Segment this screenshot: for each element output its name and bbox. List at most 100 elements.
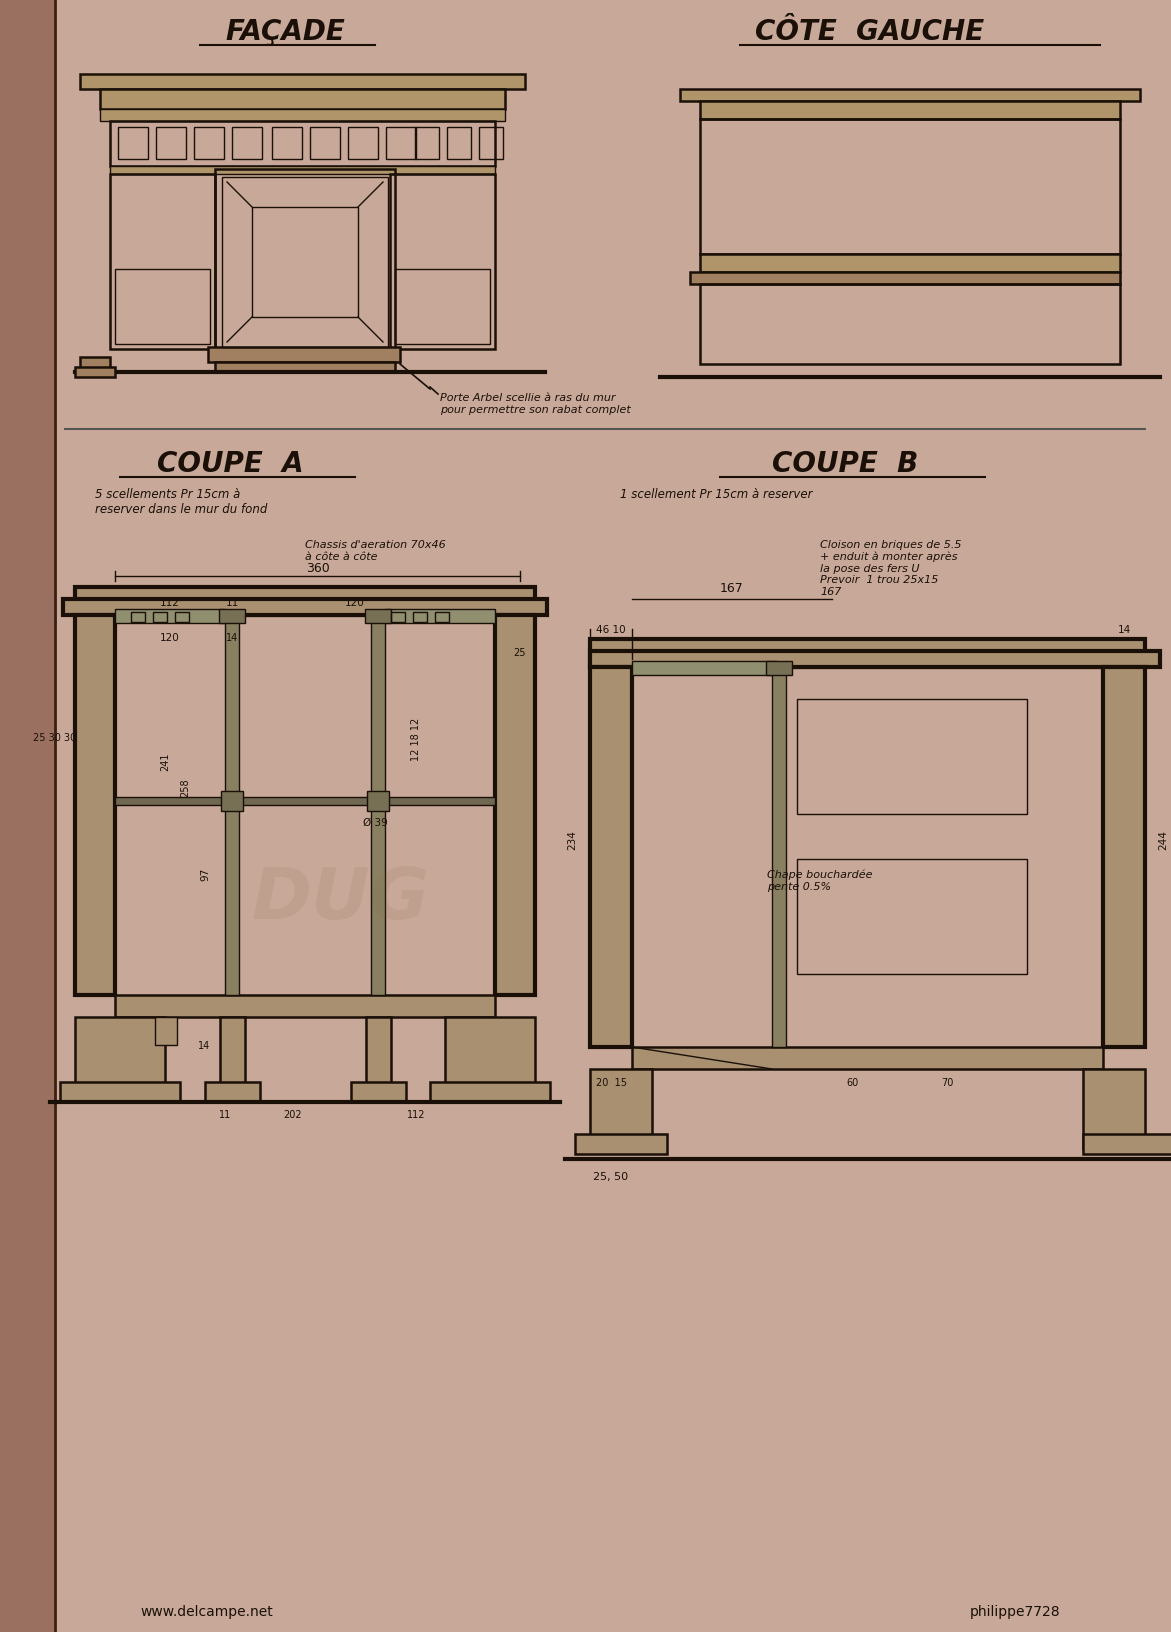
Bar <box>391 612 405 623</box>
Bar <box>75 588 535 615</box>
Text: 244: 244 <box>1158 829 1167 849</box>
Bar <box>385 610 495 623</box>
Text: 25 30 30: 25 30 30 <box>34 733 76 743</box>
Text: 11: 11 <box>219 1110 231 1120</box>
Bar <box>395 269 489 344</box>
Bar <box>310 127 340 160</box>
Bar <box>348 127 378 160</box>
Bar <box>272 127 302 160</box>
Bar <box>100 109 505 122</box>
Bar <box>415 127 439 160</box>
Bar <box>110 166 495 175</box>
Text: 97: 97 <box>200 868 210 881</box>
Bar <box>221 792 244 811</box>
Bar <box>155 1017 177 1046</box>
Bar <box>115 798 495 806</box>
Text: 70: 70 <box>940 1077 953 1087</box>
Bar <box>575 1134 667 1154</box>
Bar <box>479 127 504 160</box>
Text: 360: 360 <box>306 561 330 574</box>
Bar <box>75 615 115 996</box>
Text: CÔTE  GAUCHE: CÔTE GAUCHE <box>755 18 985 46</box>
Bar <box>194 127 224 160</box>
Bar <box>590 1069 652 1149</box>
Bar <box>680 90 1141 101</box>
Text: DUG: DUG <box>251 865 429 934</box>
Text: 1 scellement Pr 15cm à reserver: 1 scellement Pr 15cm à reserver <box>619 488 813 501</box>
Bar <box>447 127 471 160</box>
Text: 25, 50: 25, 50 <box>594 1172 629 1182</box>
Bar <box>797 860 1027 974</box>
Bar <box>75 1017 165 1097</box>
Text: 20  15: 20 15 <box>596 1077 626 1087</box>
Text: 234: 234 <box>567 829 577 849</box>
Bar <box>365 610 391 623</box>
Bar <box>766 661 792 676</box>
Bar <box>215 170 395 354</box>
Bar <box>700 101 1119 119</box>
Bar <box>367 792 389 811</box>
Bar <box>797 700 1027 814</box>
Text: FAÇADE: FAÇADE <box>225 18 345 46</box>
Text: Porte Arbel scellie à ras du mur
pour permettre son rabat complet: Porte Arbel scellie à ras du mur pour pe… <box>440 393 631 415</box>
Text: COUPE  A: COUPE A <box>157 450 303 478</box>
Text: 167: 167 <box>720 581 744 594</box>
Text: 12 18 12: 12 18 12 <box>411 718 422 761</box>
Bar <box>215 362 395 372</box>
Text: 120: 120 <box>345 597 365 607</box>
Bar <box>632 661 778 676</box>
Text: Cloison en briques de 5.5
+ enduit à monter après
la pose des fers U
Prevoir  1 : Cloison en briques de 5.5 + enduit à mon… <box>820 540 961 597</box>
Bar <box>174 612 189 623</box>
Bar <box>115 269 210 344</box>
Bar <box>153 612 167 623</box>
Text: COUPE  B: COUPE B <box>772 450 918 478</box>
Bar <box>590 667 632 1048</box>
Text: 14: 14 <box>198 1040 210 1051</box>
Bar <box>590 640 1145 667</box>
Text: 46 10: 46 10 <box>596 625 625 635</box>
Bar <box>632 1048 1103 1069</box>
Bar <box>80 357 110 372</box>
Bar <box>1083 1069 1145 1149</box>
Bar <box>118 127 148 160</box>
Text: Chassis d'aeration 70x46
à côte à côte: Chassis d'aeration 70x46 à côte à côte <box>304 540 446 561</box>
Bar <box>115 996 495 1017</box>
Bar <box>386 127 416 160</box>
Bar <box>115 610 225 623</box>
Bar <box>0 0 55 1632</box>
Bar <box>434 612 448 623</box>
Bar <box>700 119 1119 255</box>
Bar <box>225 615 239 996</box>
Bar <box>690 273 1119 286</box>
Bar <box>772 667 786 1048</box>
Bar <box>156 127 186 160</box>
Bar <box>371 615 385 996</box>
Bar <box>208 348 400 362</box>
Bar <box>110 122 495 166</box>
Bar <box>222 178 388 348</box>
Bar <box>700 255 1119 273</box>
Text: 241: 241 <box>160 752 170 770</box>
Bar <box>131 612 145 623</box>
Bar <box>219 610 245 623</box>
Text: 5 scellements Pr 15cm à
reserver dans le mur du fond: 5 scellements Pr 15cm à reserver dans le… <box>95 488 267 516</box>
Bar <box>110 175 215 349</box>
Text: Ø 39: Ø 39 <box>363 818 388 827</box>
Bar <box>60 1082 180 1102</box>
Bar <box>351 1082 406 1102</box>
Text: www.delcampe.net: www.delcampe.net <box>141 1604 273 1617</box>
Text: 14: 14 <box>226 633 238 643</box>
Text: 25: 25 <box>513 648 526 658</box>
Bar <box>590 651 1160 667</box>
Bar <box>430 1082 550 1102</box>
Bar <box>100 90 505 109</box>
Text: 14: 14 <box>1117 625 1131 635</box>
Bar <box>445 1017 535 1097</box>
Text: 112: 112 <box>406 1110 425 1120</box>
Bar <box>1083 1134 1171 1154</box>
Bar <box>367 1017 391 1097</box>
Text: 120: 120 <box>160 633 180 643</box>
Text: 60: 60 <box>845 1077 858 1087</box>
Bar <box>390 175 495 349</box>
Text: 258: 258 <box>180 777 190 796</box>
